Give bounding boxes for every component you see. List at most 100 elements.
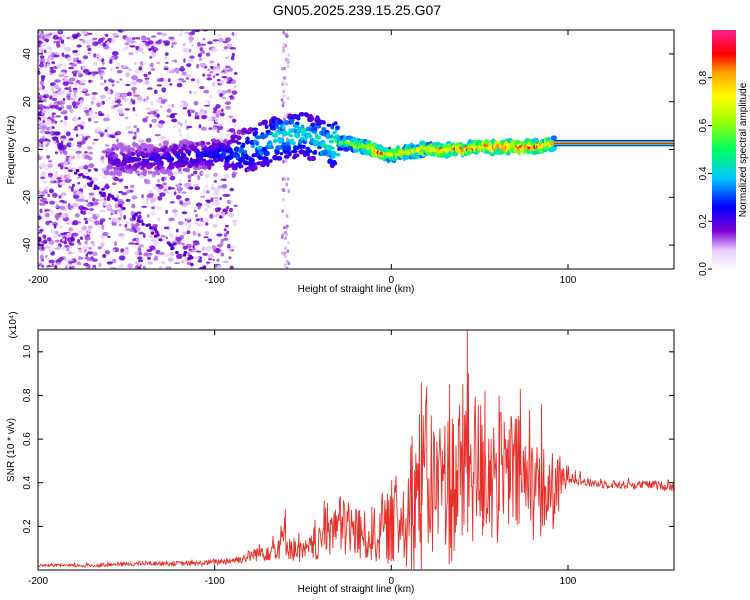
noise-mark — [233, 85, 237, 88]
noise-mark — [127, 263, 133, 269]
noise-mark — [153, 241, 159, 246]
noise-mark — [72, 203, 79, 207]
noise-mark — [185, 73, 191, 78]
noise-mark — [146, 95, 149, 101]
noise-mark — [135, 114, 139, 117]
noise-mark — [39, 44, 46, 47]
noise-mark — [231, 80, 236, 84]
noise-mark — [38, 67, 41, 71]
noise-mark — [100, 72, 106, 75]
noise-mark — [150, 67, 155, 71]
noise-mark — [81, 210, 87, 215]
noise-mark — [147, 87, 153, 90]
ridge-mark — [207, 159, 214, 164]
noise-mark — [64, 46, 71, 52]
noise-mark — [189, 38, 192, 44]
noise-mark — [71, 148, 76, 151]
ridge-mark — [310, 155, 317, 162]
noise-mark — [79, 133, 85, 137]
noise-mark — [149, 197, 157, 203]
ridge-mark — [248, 157, 255, 164]
noise-mark — [136, 211, 142, 214]
noise-mark — [67, 162, 70, 165]
noise-mark — [66, 173, 71, 178]
noise-mark — [79, 38, 83, 41]
noise-mark — [212, 110, 217, 114]
noise-mark — [173, 188, 176, 192]
noise-mark — [39, 107, 43, 111]
noise-mark — [75, 213, 80, 218]
noise-mark — [141, 194, 145, 199]
noise-mark — [149, 63, 154, 68]
noise-mark — [138, 66, 143, 71]
noise-mark — [44, 254, 48, 259]
y-tick-label: 0 — [22, 146, 33, 152]
noise-mark — [53, 84, 58, 88]
noise-mark — [118, 264, 123, 269]
noise-mark — [192, 232, 198, 236]
noise-mark — [109, 266, 117, 269]
noise-mark — [92, 266, 97, 269]
noise-mark — [83, 154, 91, 160]
noise-mark — [38, 187, 43, 190]
ridge-mark — [274, 149, 280, 155]
snr-panel: -200 -100 0 100 0.2 0.4 0.6 0.8 1.0 (x10⁴) Heigh… — [6, 311, 675, 595]
noise-mark — [38, 92, 41, 96]
noise-mark — [79, 99, 84, 104]
noise-mark — [152, 47, 159, 52]
noise-mark — [193, 206, 198, 210]
ridge-mark — [227, 163, 232, 169]
ridge-mark — [333, 121, 338, 126]
ridge-mark — [162, 140, 169, 146]
noise-mark — [203, 185, 209, 189]
noise-mark — [167, 108, 171, 113]
noise-mark — [111, 217, 118, 223]
noise-mark — [48, 174, 52, 178]
noise-mark — [186, 125, 193, 129]
noise-mark — [99, 101, 103, 107]
noise-mark — [156, 84, 163, 87]
noise-mark — [73, 194, 80, 200]
noise-mark — [40, 251, 44, 255]
noise-mark — [281, 251, 285, 255]
snr-xlabel: Height of straight line (km) — [298, 584, 415, 595]
x-tick-label: -100 — [205, 576, 225, 587]
noise-mark — [74, 101, 80, 106]
noise-mark — [207, 68, 211, 71]
noise-mark — [225, 152, 230, 156]
noise-mark — [52, 35, 59, 40]
ridge-mark — [254, 130, 258, 135]
ridge-mark — [286, 147, 292, 152]
ridge-mark — [243, 149, 248, 155]
noise-mark — [76, 261, 81, 265]
noise-mark — [206, 199, 211, 204]
noise-mark — [285, 224, 289, 229]
noise-mark — [158, 120, 165, 125]
noise-mark — [78, 242, 82, 246]
noise-mark — [209, 71, 214, 74]
ridge-mark — [315, 124, 322, 129]
band-mark — [553, 141, 674, 144]
streak-mark — [150, 231, 155, 235]
noise-mark — [281, 103, 285, 108]
noise-mark — [105, 114, 111, 118]
noise-mark — [91, 177, 98, 182]
noise-mark — [282, 49, 285, 53]
noise-mark — [84, 171, 91, 175]
streak-mark — [145, 223, 149, 227]
noise-mark — [82, 135, 85, 141]
noise-mark — [82, 59, 85, 65]
ridge-mark — [167, 164, 175, 170]
noise-mark — [85, 253, 89, 257]
noise-mark — [204, 246, 212, 252]
noise-mark — [38, 141, 41, 147]
ridge-mark — [258, 122, 263, 126]
noise-mark — [282, 46, 286, 50]
ridge-mark — [141, 152, 146, 159]
noise-mark — [156, 217, 161, 222]
noise-mark — [197, 259, 203, 263]
noise-mark — [67, 203, 71, 207]
noise-mark — [125, 228, 132, 231]
noise-mark — [141, 205, 148, 208]
ridge-mark — [254, 135, 262, 140]
